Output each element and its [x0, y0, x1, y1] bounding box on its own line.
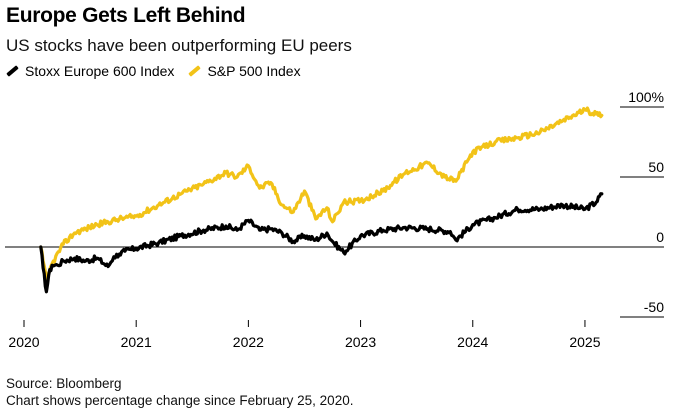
x-tick-label: 2020 — [8, 334, 39, 350]
sp500-series-line — [39, 106, 604, 283]
legend-label-sp500: S&P 500 Index — [207, 63, 301, 79]
y-tick-label: 50 — [648, 159, 664, 175]
x-tick-label: 2022 — [233, 334, 264, 350]
y-tick-label: 100% — [628, 89, 664, 105]
chart-note: Chart shows percentage change since Febr… — [6, 393, 354, 408]
legend-item-stoxx: Stoxx Europe 600 Index — [6, 63, 174, 79]
x-tick-label: 2025 — [569, 334, 600, 350]
x-tick-label: 2024 — [457, 334, 488, 350]
chart-title: Europe Gets Left Behind — [6, 4, 246, 27]
chart-subtitle: US stocks have been outperforming EU pee… — [6, 36, 352, 55]
y-tick-label: -50 — [644, 299, 664, 315]
source-note: Source: Bloomberg — [6, 376, 122, 391]
legend-item-sp500: S&P 500 Index — [188, 63, 301, 79]
x-tick-label: 2021 — [121, 334, 152, 350]
legend-label-stoxx: Stoxx Europe 600 Index — [25, 63, 175, 79]
y-tick-label: 0 — [656, 229, 664, 245]
x-tick-label: 2023 — [345, 334, 376, 350]
stoxx-series-line — [39, 192, 604, 294]
chart-legend: Stoxx Europe 600 Index S&P 500 Index — [6, 63, 315, 79]
